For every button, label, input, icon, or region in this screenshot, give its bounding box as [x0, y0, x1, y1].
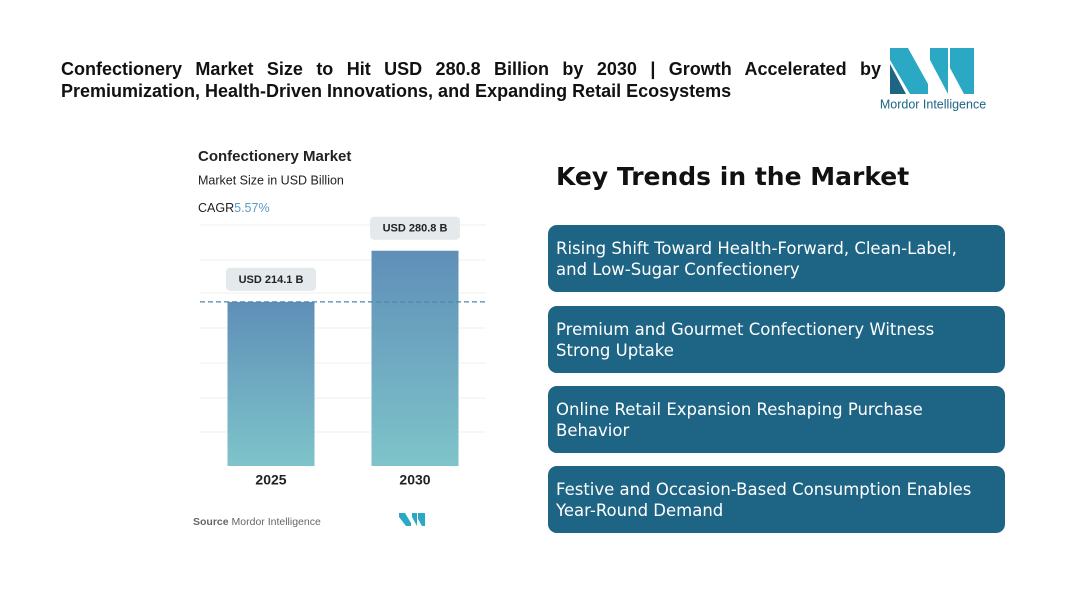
x-tick-label: 2030	[399, 472, 430, 488]
source-name: Mordor Intelligence	[232, 516, 321, 528]
source: Source Mordor Intelligence	[193, 516, 321, 528]
trend-item: Premium and Gourmet Confectionery Witnes…	[548, 306, 1005, 373]
value-label: USD 214.1 B	[239, 274, 304, 286]
chart-subtitle: Market Size in USD Billion	[198, 173, 344, 187]
x-tick-label: 2025	[255, 472, 286, 488]
logo-text: Mordor Intelligence	[880, 97, 986, 111]
value-label-bg	[370, 216, 460, 240]
trend-item: Festive and Occasion-Based Consumption E…	[548, 466, 1005, 533]
source-label: Source	[193, 516, 229, 528]
trend-item: Rising Shift Toward Health-Forward, Clea…	[548, 225, 1005, 292]
logo: Mordor Intelligence	[880, 48, 986, 111]
value-label-bg	[226, 267, 316, 291]
trends-title: Key Trends in the Market	[556, 162, 910, 191]
chart-title: Confectionery Market	[198, 148, 351, 165]
source-logo	[399, 513, 425, 526]
cagr-value: 5.57%	[234, 201, 269, 215]
page-title: Confectionery Market Size to Hit USD 280…	[61, 59, 881, 101]
trend-item: Online Retail Expansion Reshaping Purcha…	[548, 386, 1005, 453]
chart: Confectionery Market Market Size in USD …	[193, 148, 486, 528]
cagr-label: CAGR	[198, 201, 234, 215]
bar	[227, 301, 315, 466]
cagr: CAGR5.57%	[198, 201, 270, 215]
bar	[371, 250, 459, 466]
value-label: USD 280.8 B	[383, 223, 448, 235]
